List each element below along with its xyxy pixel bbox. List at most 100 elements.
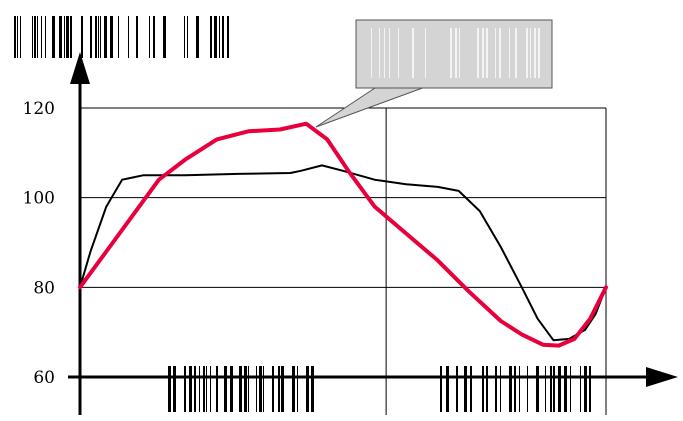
barcode-bar	[219, 16, 220, 58]
callout-mark	[412, 28, 414, 78]
barcode-bar	[66, 16, 69, 58]
barcode-bar	[203, 366, 205, 412]
barcode-bar	[227, 16, 229, 58]
barcode-bar	[311, 366, 314, 412]
barcode-bar	[564, 366, 567, 412]
barcode-bar	[210, 16, 212, 58]
callout-mark	[534, 28, 536, 78]
grid	[80, 107, 607, 415]
callout-mark	[425, 28, 426, 78]
barcode-bar	[184, 366, 186, 412]
barcode-bar	[210, 366, 211, 412]
y-tick-label: 120	[23, 99, 55, 119]
barcode-bar	[196, 16, 199, 58]
barcode-bar	[589, 366, 591, 412]
callout-mark	[379, 28, 380, 78]
series-lines	[78, 121, 608, 348]
barcode-bar	[514, 366, 516, 412]
barcode-bar	[584, 366, 587, 412]
barcode-bar	[14, 16, 16, 58]
barcode-bar	[149, 16, 150, 58]
series-line-2	[78, 121, 608, 348]
barcode-bar	[482, 366, 484, 412]
barcode-bar	[136, 16, 138, 58]
barcode-bar	[486, 366, 488, 412]
callout-mark	[495, 28, 496, 78]
barcode-bar	[216, 366, 218, 412]
barcode-bar	[187, 16, 188, 58]
x-axis-arrowhead	[646, 367, 678, 387]
callout-mark	[530, 28, 531, 78]
y-axis-arrowhead	[70, 52, 90, 84]
callout-mark	[538, 28, 540, 78]
barcode-bar	[256, 366, 257, 412]
barcode-bar	[292, 366, 295, 412]
barcode-bar	[456, 366, 458, 412]
barcode-bar	[244, 366, 247, 412]
barcode-bar	[104, 16, 107, 58]
barcode-bar	[20, 16, 21, 58]
barcode-bar	[527, 366, 528, 412]
barcode-bar	[259, 366, 262, 412]
barcode-bar	[230, 366, 233, 412]
barcode-bar	[153, 16, 155, 58]
barcode-bar	[550, 366, 552, 412]
barcode-bar	[17, 16, 18, 58]
barcode-bar	[64, 16, 65, 58]
barcode-bar	[558, 366, 561, 412]
barcode-bar	[495, 366, 497, 412]
barcode-bar	[52, 16, 55, 58]
callout-mark	[389, 28, 390, 78]
callout-mark	[499, 28, 501, 78]
barcode-bar	[184, 16, 185, 58]
barcode-bar	[41, 16, 42, 58]
barcode-bar	[45, 16, 46, 58]
barcode-bar	[100, 16, 101, 58]
barcode-bar	[70, 16, 72, 58]
callout-mark	[477, 28, 479, 78]
barcode-bar	[297, 366, 298, 412]
barcode-bar	[81, 16, 83, 58]
barcode-bar	[536, 366, 539, 412]
callout-mark	[486, 28, 488, 78]
barcode-bar	[500, 366, 501, 412]
barcode-bar	[214, 16, 217, 58]
callout-mark	[515, 28, 517, 78]
barcode-bar	[199, 366, 200, 412]
barcode-bar	[509, 366, 512, 412]
barcode-bar	[464, 366, 467, 412]
barcode-bar	[32, 16, 33, 58]
barcode-bar	[519, 366, 520, 412]
barcode-bar	[206, 366, 207, 412]
barcode-bar	[95, 16, 97, 58]
series-line-1	[79, 164, 607, 342]
callout-mark	[371, 28, 372, 78]
barcode-bar	[173, 366, 176, 412]
callout-redacted-text	[371, 28, 540, 78]
barcode-bar	[222, 16, 224, 58]
barcode-bar	[470, 366, 472, 412]
callout-mark	[459, 28, 460, 78]
callout-mark	[509, 28, 510, 78]
callout-mark	[482, 28, 484, 78]
callout-mark	[384, 28, 385, 78]
barcode-bar	[163, 16, 166, 58]
barcode-bar	[110, 16, 113, 58]
barcode-bar	[553, 366, 555, 412]
barcode-bar	[446, 366, 449, 412]
barcode-bar	[98, 16, 99, 58]
barcode-bar	[263, 366, 264, 412]
barcode-bar	[59, 16, 62, 58]
y-tick-label: 60	[33, 368, 55, 388]
barcode-bar	[194, 366, 196, 412]
callout-box	[355, 19, 553, 89]
barcode-bar	[278, 366, 280, 412]
y-tick-labels: 60 80 100 120	[23, 99, 55, 388]
barcode-bar	[118, 16, 119, 58]
callout-mark	[450, 28, 452, 78]
barcode-bar	[570, 366, 571, 412]
callout	[315, 19, 553, 128]
barcode-bar	[37, 16, 38, 58]
axes	[68, 52, 678, 415]
